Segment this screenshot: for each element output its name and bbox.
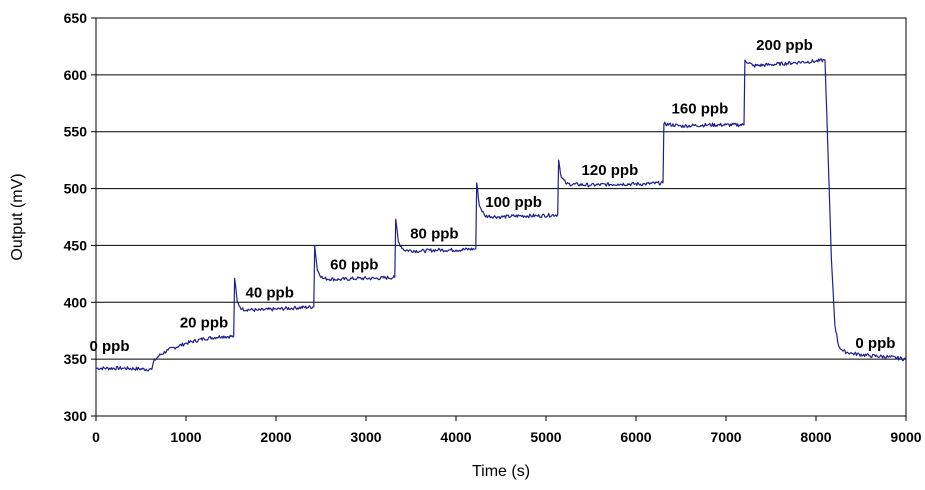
- x-tick-label: 0: [92, 429, 100, 445]
- series-line: [95, 58, 907, 372]
- concentration-label: 20 ppb: [180, 314, 228, 331]
- concentration-label: 160 ppb: [672, 101, 729, 118]
- concentration-label: 0 ppb: [855, 335, 895, 352]
- x-tick-label: 6000: [620, 429, 651, 445]
- y-tick-label: 450: [64, 237, 88, 253]
- concentration-label: 40 ppb: [246, 285, 294, 302]
- y-tick-label: 400: [64, 294, 88, 310]
- y-tick-label: 650: [64, 10, 88, 26]
- concentration-label: 200 ppb: [756, 37, 813, 54]
- y-tick-label: 550: [64, 124, 88, 140]
- x-tick-label: 7000: [710, 429, 741, 445]
- concentration-label: 120 ppb: [582, 162, 639, 179]
- x-tick-label: 8000: [800, 429, 831, 445]
- concentration-label: 100 ppb: [485, 194, 542, 211]
- y-axis-title: Output (mV): [9, 173, 26, 260]
- x-tick-label: 2000: [260, 429, 291, 445]
- x-tick-label: 5000: [530, 429, 561, 445]
- x-tick-label: 3000: [350, 429, 381, 445]
- concentration-label: 80 ppb: [410, 226, 458, 243]
- x-tick-label: 1000: [170, 429, 201, 445]
- y-tick-label: 600: [64, 67, 88, 83]
- x-tick-label: 4000: [440, 429, 471, 445]
- x-axis-ticks: 0 1000 2000 3000 4000 5000 6000 7000 8000 9000: [92, 416, 922, 445]
- x-tick-label: 9000: [890, 429, 921, 445]
- plot-area-border: [95, 17, 907, 417]
- y-tick-label: 350: [64, 351, 88, 367]
- concentration-label: 0 ppb: [90, 338, 130, 355]
- grid-lines: [96, 17, 906, 417]
- y-tick-label: 300: [64, 408, 88, 424]
- x-axis-title: Time (s): [472, 463, 530, 480]
- annotation-layer: 0 ppb 20 ppb 40 ppb 60 ppb 80 ppb 100 ppb 120 …: [90, 37, 896, 355]
- y-axis-ticks: 300 350 400 450 500 550 600 650: [64, 10, 96, 424]
- y-tick-label: 500: [64, 181, 88, 197]
- series-layer: [95, 58, 907, 372]
- concentration-label: 60 ppb: [330, 256, 378, 273]
